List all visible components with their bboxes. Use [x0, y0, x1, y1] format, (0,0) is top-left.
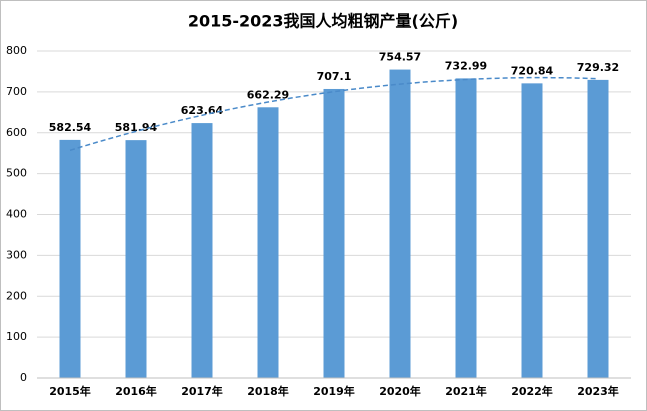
bar	[59, 139, 81, 378]
value-label: 662.29	[247, 88, 289, 101]
x-tick-label: 2019年	[313, 384, 355, 398]
trend-line	[69, 76, 599, 152]
bar	[257, 107, 279, 378]
value-label: 732.99	[445, 59, 487, 72]
bar	[323, 88, 345, 379]
value-label: 720.84	[511, 64, 554, 77]
bar	[521, 83, 543, 378]
x-tick-label: 2017年	[181, 384, 223, 398]
bar	[587, 79, 609, 379]
y-tick-label: 500	[6, 167, 27, 180]
x-tick-label: 2018年	[247, 384, 289, 398]
x-tick-label: 2022年	[511, 384, 553, 398]
value-label: 729.32	[577, 61, 619, 74]
y-tick-label: 400	[6, 208, 27, 221]
x-tick-label: 2016年	[115, 384, 157, 398]
x-tick-label: 2020年	[379, 384, 421, 398]
chart-title: 2015-2023我国人均粗钢产量(公斤)	[188, 12, 458, 31]
bar	[125, 140, 147, 378]
y-tick-label: 300	[6, 248, 27, 261]
value-label: 623.64	[181, 104, 224, 117]
value-label: 582.54	[49, 121, 92, 134]
y-tick-label: 200	[6, 289, 27, 302]
y-tick-label: 100	[6, 330, 27, 343]
x-tick-label: 2015年	[49, 384, 91, 398]
y-tick-label: 700	[6, 85, 27, 98]
value-label: 707.1	[317, 70, 352, 83]
bar	[455, 78, 477, 379]
value-label: 581.94	[115, 121, 158, 134]
y-tick-label: 0	[20, 371, 27, 384]
x-tick-label: 2021年	[445, 384, 487, 398]
x-tick-label: 2023年	[577, 384, 619, 398]
value-label: 754.57	[379, 51, 421, 64]
y-tick-label: 800	[6, 44, 27, 57]
y-tick-label: 600	[6, 126, 27, 139]
bar	[389, 69, 411, 378]
bar	[191, 123, 213, 378]
